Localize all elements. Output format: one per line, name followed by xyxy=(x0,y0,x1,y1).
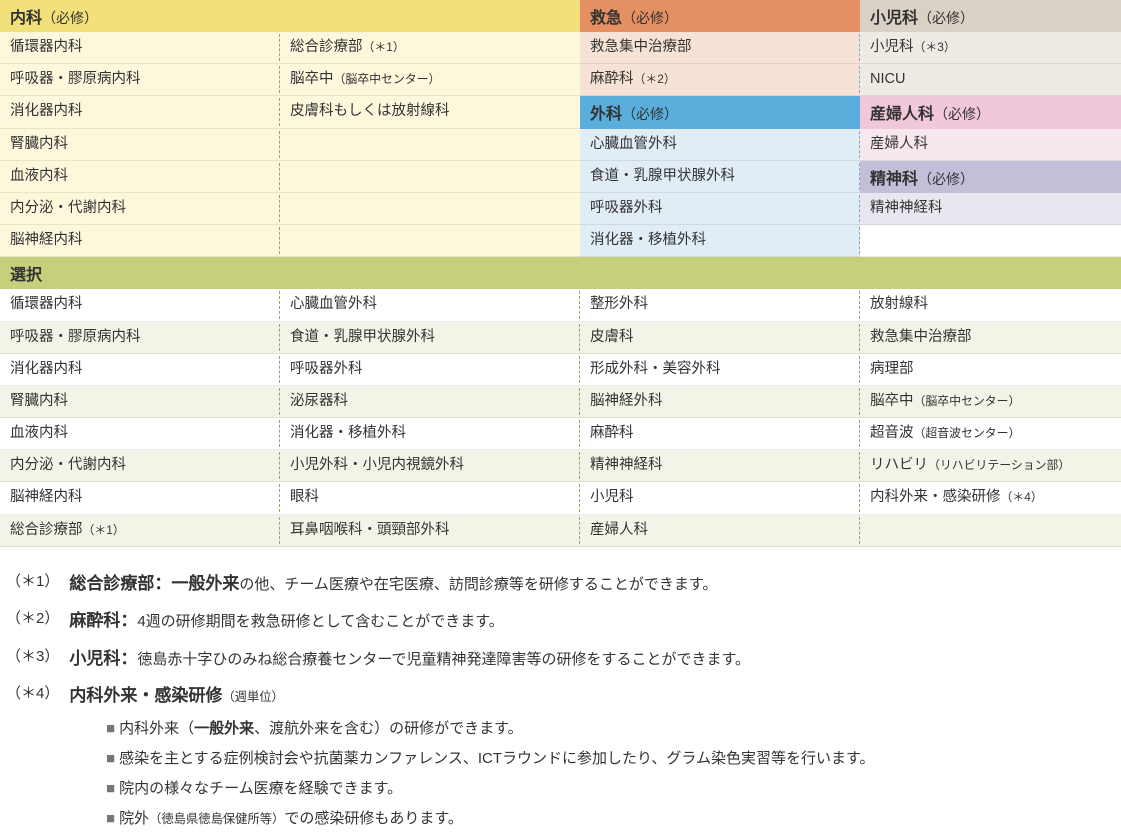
elective-r5-c1: 小児外科・小児内視鏡外科 xyxy=(280,450,580,482)
note-4-item-3: ■院外（徳島県徳島保健所等）での感染研修もあります。 xyxy=(106,804,1115,834)
department-table: 内科（必修）救急（必修）小児科（必修）循環器内科総合診療部（＊1）救急集中治療部… xyxy=(0,0,1121,547)
naika-c2-r5 xyxy=(280,193,580,225)
elective-r7-c3 xyxy=(860,515,1121,547)
elective-r1-c3: 救急集中治療部 xyxy=(860,322,1121,354)
pediatrics-header: 小児科（必修） xyxy=(860,0,1121,32)
elective-r2-c1: 呼吸器外科 xyxy=(280,354,580,386)
kyukyu-r0: 救急集中治療部 xyxy=(580,32,860,64)
geka-r2: 呼吸器外科 xyxy=(580,193,860,225)
note-4-list: ■内科外来（一般外来、渡航外来を含む）の研修ができます。■感染を主とする症例検討… xyxy=(6,714,1115,834)
shonika-r1: NICU xyxy=(860,64,1121,96)
naika-c2-r1: 脳卒中（脳卒中センター） xyxy=(280,64,580,96)
elective-r1-c0: 呼吸器・膠原病内科 xyxy=(0,322,280,354)
sanfujin-r0: 産婦人科 xyxy=(860,129,1121,161)
elective-r1-c1: 食道・乳腺甲状腺外科 xyxy=(280,322,580,354)
footnotes: （＊1） 総合診療部：一般外来の他、チーム医療や在宅医療、訪問診療等を研修するこ… xyxy=(0,547,1121,834)
note-3-title: 小児科： xyxy=(69,649,137,668)
elective-r6-c0: 脳神経内科 xyxy=(0,482,280,514)
note-4-item-1: ■感染を主とする症例検討会や抗菌薬カンファレンス、ICTラウンドに参加したり、グ… xyxy=(106,744,1115,774)
note-2: （＊2） 麻酔科：4週の研修期間を救急研修として含むことができます。 xyxy=(6,602,1115,639)
elective-r2-c0: 消化器内科 xyxy=(0,354,280,386)
elective-r6-c2: 小児科 xyxy=(580,482,860,514)
geka-r0: 心臓血管外科 xyxy=(580,129,860,161)
elective-r5-c3: リハビリ（リハビリテーション部） xyxy=(860,450,1121,482)
naika-c1-r2: 消化器内科 xyxy=(0,96,280,128)
elective-r7-c0: 総合診療部（＊1） xyxy=(0,515,280,547)
note-1-title: 総合診療部： xyxy=(69,574,171,593)
elective-r7-c2: 産婦人科 xyxy=(580,515,860,547)
elective-r0-c0: 循環器内科 xyxy=(0,289,280,321)
elective-r0-c2: 整形外科 xyxy=(580,289,860,321)
kyukyu-r1: 麻酔科（＊2） xyxy=(580,64,860,96)
elective-r1-c2: 皮膚科 xyxy=(580,322,860,354)
note-4: （＊4） 内科外来・感染研修（週単位） xyxy=(6,677,1115,714)
internal-medicine-header: 内科（必修） xyxy=(0,0,580,32)
shonika-r0: 小児科（＊3） xyxy=(860,32,1121,64)
note-4-tag: （＊4） xyxy=(6,677,59,710)
note-2-tag: （＊2） xyxy=(6,602,59,635)
naika-c1-r1: 呼吸器・膠原病内科 xyxy=(0,64,280,96)
elective-r3-c3: 脳卒中（脳卒中センター） xyxy=(860,386,1121,418)
surgery-header: 外科（必修） xyxy=(580,96,860,128)
elective-r4-c0: 血液内科 xyxy=(0,418,280,450)
naika-c1-r4: 血液内科 xyxy=(0,161,280,193)
blank-r6 xyxy=(860,225,1121,257)
elective-r6-c1: 眼科 xyxy=(280,482,580,514)
obgyn-header: 産婦人科（必修） xyxy=(860,96,1121,128)
naika-c2-r3 xyxy=(280,129,580,161)
note-4-item-0: ■内科外来（一般外来、渡航外来を含む）の研修ができます。 xyxy=(106,714,1115,744)
psychiatry-header: 精神科（必修） xyxy=(860,161,1121,193)
elective-r0-c3: 放射線科 xyxy=(860,289,1121,321)
elective-r2-c3: 病理部 xyxy=(860,354,1121,386)
elective-r3-c0: 腎臓内科 xyxy=(0,386,280,418)
seishin-r0: 精神神経科 xyxy=(860,193,1121,225)
note-4-item-2: ■院内の様々なチーム医療を経験できます。 xyxy=(106,774,1115,804)
elective-r4-c1: 消化器・移植外科 xyxy=(280,418,580,450)
note-2-title: 麻酔科： xyxy=(69,611,137,630)
elective-r0-c1: 心臓血管外科 xyxy=(280,289,580,321)
naika-c2-r0: 総合診療部（＊1） xyxy=(280,32,580,64)
note-1-tag: （＊1） xyxy=(6,565,59,598)
naika-c1-r5: 内分泌・代謝内科 xyxy=(0,193,280,225)
geka-r1: 食道・乳腺甲状腺外科 xyxy=(580,161,860,193)
elective-r3-c1: 泌尿器科 xyxy=(280,386,580,418)
naika-c2-r4 xyxy=(280,161,580,193)
note-3: （＊3） 小児科：徳島赤十字ひのみね総合療養センターで児童精神発達障害等の研修を… xyxy=(6,640,1115,677)
elective-r7-c1: 耳鼻咽喉科・頭頸部外科 xyxy=(280,515,580,547)
elective-r3-c2: 脳神経外科 xyxy=(580,386,860,418)
note-1: （＊1） 総合診療部：一般外来の他、チーム医療や在宅医療、訪問診療等を研修するこ… xyxy=(6,565,1115,602)
elective-r4-c3: 超音波（超音波センター） xyxy=(860,418,1121,450)
naika-c1-r0: 循環器内科 xyxy=(0,32,280,64)
note-3-tag: （＊3） xyxy=(6,640,59,673)
naika-c2-r2: 皮膚科もしくは放射線科 xyxy=(280,96,580,128)
emergency-header: 救急（必修） xyxy=(580,0,860,32)
elective-r4-c2: 麻酔科 xyxy=(580,418,860,450)
naika-c2-r6 xyxy=(280,225,580,257)
elective-r5-c2: 精神神経科 xyxy=(580,450,860,482)
elective-r6-c3: 内科外来・感染研修（＊4） xyxy=(860,482,1121,514)
elective-r5-c0: 内分泌・代謝内科 xyxy=(0,450,280,482)
geka-r3: 消化器・移植外科 xyxy=(580,225,860,257)
elective-header: 選択 xyxy=(0,257,1121,289)
naika-c1-r6: 脳神経内科 xyxy=(0,225,280,257)
elective-r2-c2: 形成外科・美容外科 xyxy=(580,354,860,386)
naika-c1-r3: 腎臓内科 xyxy=(0,129,280,161)
note-4-title: 内科外来・感染研修 xyxy=(69,686,222,705)
